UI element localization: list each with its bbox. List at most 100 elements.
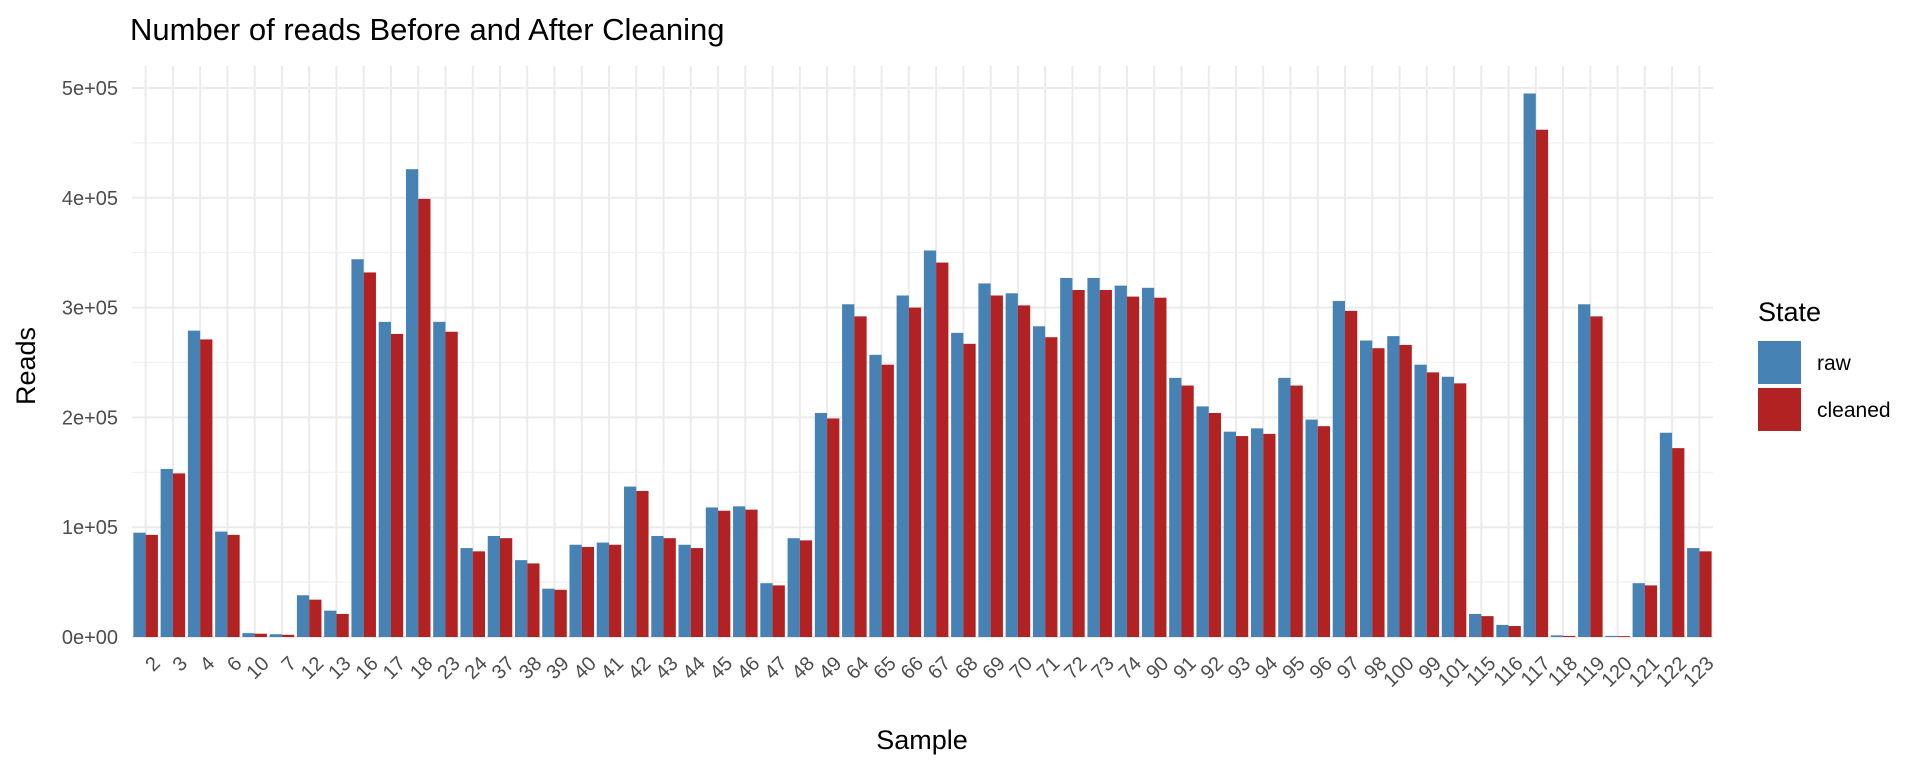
- bar-cleaned-46: [745, 509, 758, 637]
- bar-raw-99: [1414, 364, 1427, 637]
- bar-raw-71: [1032, 326, 1046, 637]
- bar-raw-95: [1278, 377, 1291, 637]
- bar-raw-122: [1659, 432, 1673, 637]
- bar-cleaned-100: [1399, 344, 1412, 637]
- bar-cleaned-123: [1699, 551, 1712, 637]
- bar-cleaned-66: [908, 307, 922, 637]
- bar-cleaned-47: [772, 585, 785, 637]
- x-tick-label: 2: [141, 653, 164, 676]
- bar-cleaned-67: [936, 262, 949, 637]
- x-tick-label: 3: [169, 653, 192, 676]
- bar-cleaned-117: [1535, 129, 1549, 637]
- bar-raw-4: [187, 330, 201, 637]
- bar-raw-116: [1496, 624, 1509, 637]
- bar-cleaned-10: [254, 633, 267, 637]
- x-tick-label: 100: [1380, 653, 1419, 692]
- bar-raw-12: [296, 595, 310, 637]
- bar-raw-10: [242, 633, 255, 637]
- bar-raw-93: [1223, 431, 1236, 637]
- bar-raw-100: [1387, 336, 1400, 637]
- x-axis-ticks: 2 3 4 610 7121316171823243738394041424344454…: [141, 653, 1718, 692]
- bar-cleaned-96: [1317, 426, 1331, 637]
- bar-raw-67: [923, 250, 937, 637]
- bar-raw-74: [1114, 285, 1127, 637]
- legend-swatch-cleaned: [1758, 388, 1801, 431]
- bar-raw-47: [760, 583, 773, 637]
- bar-raw-45: [705, 507, 719, 637]
- legend: State raw cleaned: [1758, 297, 1891, 431]
- bar-raw-39: [542, 588, 555, 637]
- bar-raw-17: [378, 321, 391, 637]
- bar-cleaned-45: [718, 510, 731, 637]
- bar-raw-46: [733, 506, 746, 637]
- bar-raw-117: [1523, 93, 1536, 638]
- x-tick-label: 7: [278, 653, 301, 676]
- bar-cleaned-6: [227, 534, 240, 637]
- bar-cleaned-24: [472, 551, 485, 637]
- bar-cleaned-39: [554, 589, 567, 637]
- bar-raw-38: [514, 560, 528, 637]
- bar-cleaned-43: [663, 538, 676, 637]
- bar-cleaned-74: [1126, 296, 1140, 637]
- bar-cleaned-90: [1154, 297, 1167, 637]
- bars: [133, 93, 1712, 638]
- bar-raw-92: [1196, 406, 1209, 637]
- bar-cleaned-97: [1345, 310, 1358, 637]
- bar-cleaned-7: [281, 634, 295, 637]
- bar-cleaned-13: [336, 613, 349, 637]
- bar-raw-69: [978, 283, 991, 637]
- bar-raw-40: [569, 544, 582, 637]
- bar-raw-120: [1605, 635, 1618, 637]
- bar-cleaned-95: [1290, 385, 1303, 637]
- bar-raw-3: [160, 468, 173, 637]
- bar-cleaned-121: [1644, 585, 1658, 637]
- bar-raw-18: [405, 169, 419, 637]
- bar-cleaned-40: [581, 546, 595, 637]
- bar-cleaned-64: [854, 316, 867, 637]
- bar-cleaned-42: [636, 490, 649, 637]
- bar-cleaned-116: [1508, 626, 1521, 637]
- bar-raw-118: [1550, 635, 1564, 637]
- bar-cleaned-48: [799, 540, 813, 637]
- y-tick-label: 4e+05: [62, 188, 118, 210]
- bar-raw-90: [1141, 287, 1155, 637]
- bar-cleaned-44: [690, 548, 704, 637]
- y-tick-label: 5e+05: [62, 78, 118, 100]
- bar-raw-115: [1469, 613, 1482, 637]
- bar-raw-97: [1332, 300, 1346, 637]
- bar-cleaned-72: [1072, 290, 1085, 637]
- bar-raw-64: [842, 304, 855, 637]
- legend-label-cleaned: cleaned: [1817, 399, 1891, 422]
- bar-cleaned-120: [1617, 636, 1630, 637]
- bar-cleaned-92: [1208, 412, 1221, 637]
- bar-raw-68: [951, 332, 964, 637]
- bar-cleaned-49: [827, 418, 840, 637]
- bar-raw-7: [269, 634, 282, 637]
- bar-cleaned-2: [145, 534, 158, 637]
- bar-cleaned-41: [609, 544, 622, 637]
- bar-cleaned-73: [1099, 290, 1112, 637]
- x-tick-label: 6: [223, 653, 246, 676]
- x-tick-label: 10: [243, 653, 274, 684]
- bar-raw-96: [1305, 419, 1318, 637]
- bar-raw-72: [1060, 277, 1073, 637]
- bar-cleaned-71: [1045, 337, 1058, 637]
- bar-raw-101: [1441, 376, 1455, 637]
- bar-cleaned-3: [172, 473, 186, 637]
- bar-raw-23: [433, 321, 446, 637]
- bar-cleaned-68: [963, 343, 976, 637]
- bar-raw-24: [460, 548, 473, 637]
- bar-raw-43: [651, 535, 664, 637]
- y-tick-label: 1e+05: [62, 517, 118, 539]
- bar-cleaned-12: [309, 599, 322, 637]
- bar-cleaned-70: [1017, 305, 1031, 637]
- bar-cleaned-91: [1181, 385, 1194, 637]
- bar-cleaned-69: [990, 295, 1003, 637]
- bar-raw-13: [324, 610, 337, 637]
- y-tick-label: 3e+05: [62, 298, 118, 320]
- legend-label-raw: raw: [1817, 352, 1852, 375]
- bar-raw-66: [896, 295, 909, 637]
- bar-raw-42: [624, 486, 637, 637]
- bar-cleaned-17: [390, 333, 404, 637]
